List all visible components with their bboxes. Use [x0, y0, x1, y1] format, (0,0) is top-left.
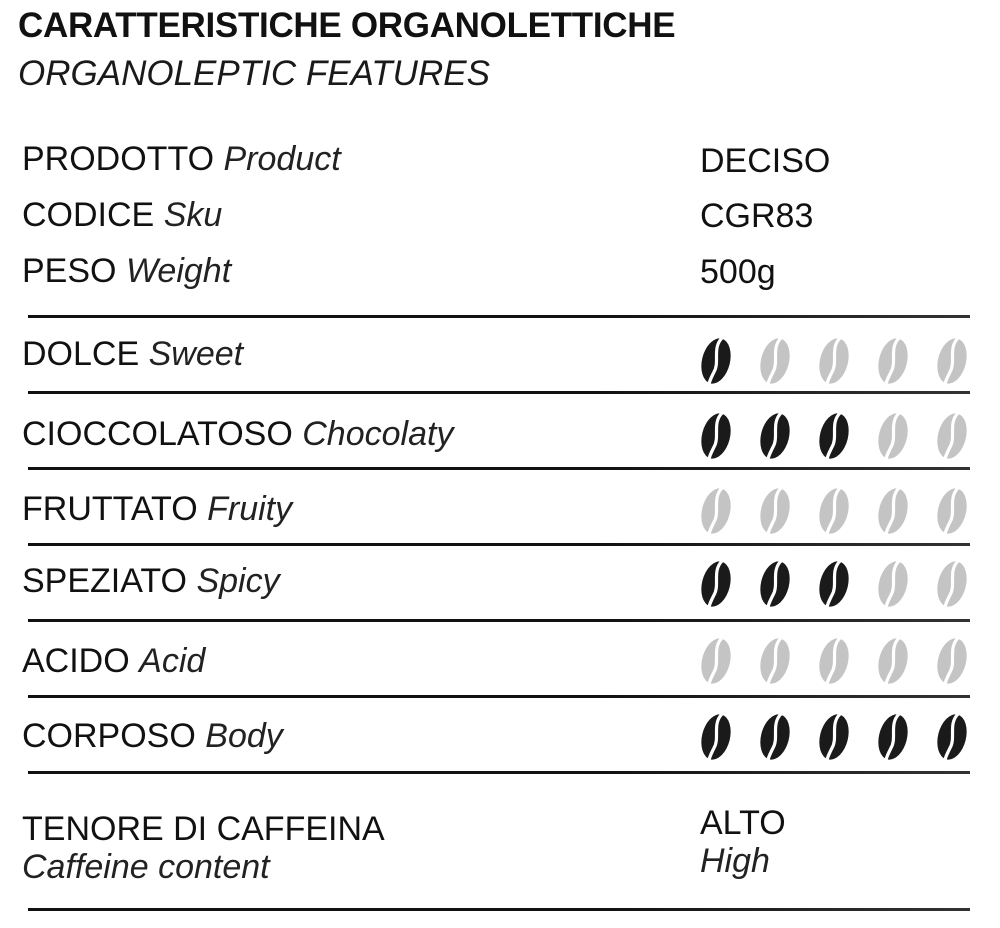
coffee-bean-icon — [937, 559, 967, 609]
coffee-bean-icon — [760, 486, 790, 536]
caffeine-label-it: TENORE DI CAFFEINA — [22, 810, 385, 848]
coffee-bean-icon — [878, 559, 908, 609]
coffee-bean-icon — [937, 486, 967, 536]
acid-label-en: Acid — [139, 642, 206, 680]
product-label-it: PRODOTTO — [22, 140, 215, 178]
page-subtitle: ORGANOLEPTIC FEATURES — [18, 54, 490, 93]
fruity-label-it: FRUTTATO — [22, 490, 198, 528]
caffeine-value: ALTO — [700, 804, 786, 842]
divider — [28, 771, 970, 774]
spicy-label-en: Spicy — [196, 562, 280, 600]
coffee-bean-icon — [701, 336, 731, 386]
divider — [28, 908, 970, 911]
coffee-bean-icon — [937, 336, 967, 386]
body-label-en: Body — [205, 717, 283, 755]
coffee-bean-icon — [819, 712, 849, 762]
sku-label: CODICE Sku — [22, 196, 222, 235]
body-rating — [698, 712, 978, 762]
product-label-en: Product — [223, 140, 341, 178]
coffee-bean-icon — [760, 712, 790, 762]
coffee-bean-icon — [878, 411, 908, 461]
coffee-bean-icon — [878, 336, 908, 386]
product-value: DECISO — [700, 142, 831, 180]
coffee-bean-icon — [760, 559, 790, 609]
divider — [28, 695, 970, 698]
coffee-bean-icon — [819, 636, 849, 686]
caffeine-label-en: Caffeine content — [22, 848, 270, 886]
coffee-bean-icon — [701, 486, 731, 536]
coffee-bean-icon — [701, 559, 731, 609]
coffee-bean-icon — [701, 411, 731, 461]
coffee-bean-icon — [760, 411, 790, 461]
page-title: CARATTERISTICHE ORGANOLETTICHE — [18, 6, 676, 45]
coffee-bean-icon — [701, 636, 731, 686]
sku-value: CGR83 — [700, 197, 814, 235]
fruity-rating — [698, 486, 978, 536]
coffee-bean-icon — [878, 636, 908, 686]
fruity-label: FRUTTATO Fruity — [22, 490, 292, 529]
spicy-rating — [698, 559, 978, 609]
coffee-bean-icon — [819, 559, 849, 609]
coffee-bean-icon — [819, 336, 849, 386]
divider — [28, 619, 970, 622]
sku-label-it: CODICE — [22, 196, 155, 234]
divider — [28, 315, 970, 318]
coffee-bean-icon — [937, 636, 967, 686]
divider — [28, 467, 970, 470]
sku-label-en: Sku — [163, 196, 223, 234]
spicy-label: SPEZIATO Spicy — [22, 562, 280, 601]
body-label-it: CORPOSO — [22, 717, 196, 755]
sweet-label-it: DOLCE — [22, 335, 140, 373]
coffee-bean-icon — [819, 486, 849, 536]
sweet-label-en: Sweet — [148, 335, 244, 373]
coffee-bean-icon — [937, 411, 967, 461]
chocolaty-label: CIOCCOLATOSO Chocolaty — [22, 415, 453, 454]
product-label: PRODOTTO Product — [22, 140, 341, 179]
weight-value: 500g — [700, 253, 776, 291]
sweet-label: DOLCE Sweet — [22, 335, 243, 374]
coffee-bean-icon — [760, 336, 790, 386]
divider — [28, 391, 970, 394]
body-label: CORPOSO Body — [22, 717, 283, 756]
acid-rating — [698, 636, 978, 686]
coffee-bean-icon — [937, 712, 967, 762]
spicy-label-it: SPEZIATO — [22, 562, 188, 600]
weight-label-it: PESO — [22, 252, 117, 290]
sweet-rating — [698, 336, 978, 386]
acid-label: ACIDO Acid — [22, 642, 205, 681]
weight-label: PESO Weight — [22, 252, 231, 291]
coffee-bean-icon — [760, 636, 790, 686]
coffee-bean-icon — [878, 486, 908, 536]
coffee-bean-icon — [878, 712, 908, 762]
fruity-label-en: Fruity — [207, 490, 293, 528]
weight-label-en: Weight — [125, 252, 232, 290]
chocolaty-label-en: Chocolaty — [302, 415, 454, 453]
coffee-bean-icon — [819, 411, 849, 461]
divider — [28, 543, 970, 546]
acid-label-it: ACIDO — [22, 642, 130, 680]
coffee-bean-icon — [701, 712, 731, 762]
caffeine-value-en: High — [700, 842, 770, 880]
chocolaty-label-it: CIOCCOLATOSO — [22, 415, 293, 453]
chocolaty-rating — [698, 411, 978, 461]
